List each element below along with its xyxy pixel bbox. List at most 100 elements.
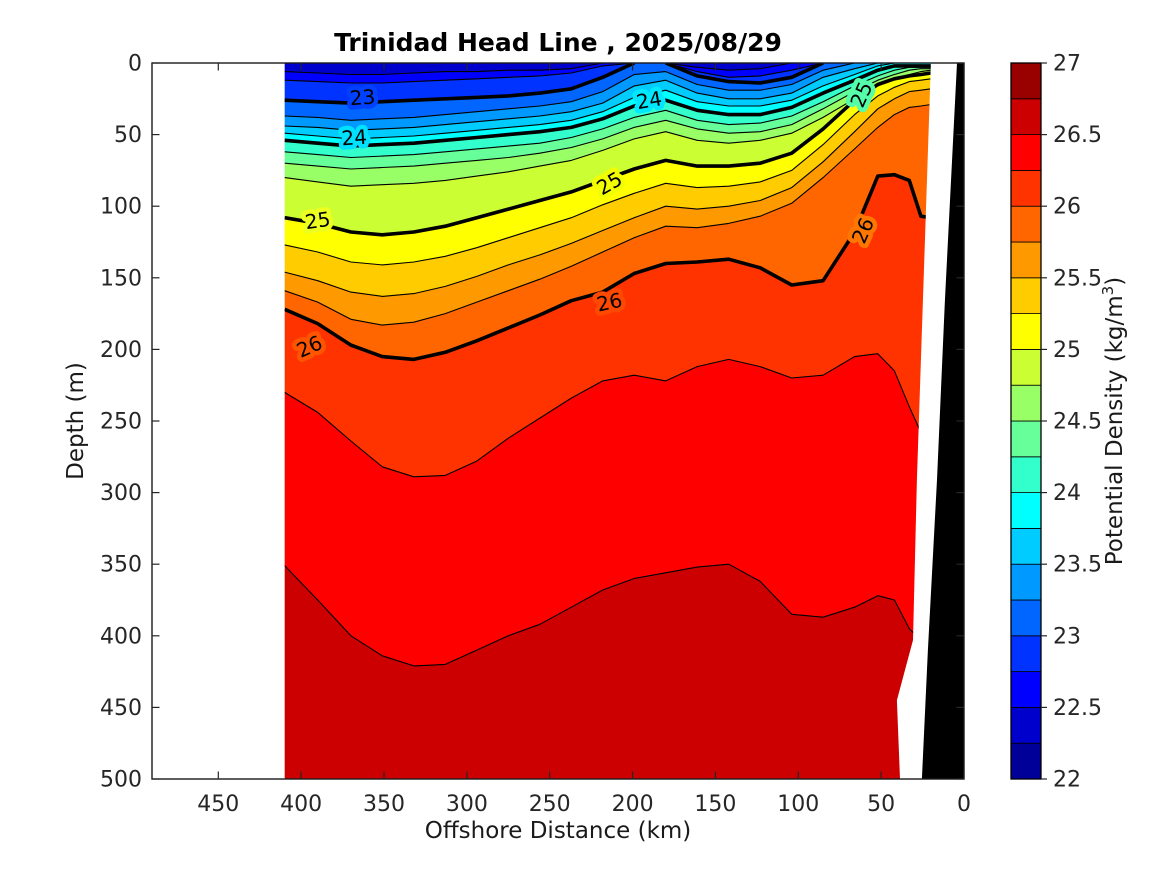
colorbar-cell <box>1010 348 1042 386</box>
contour-band <box>284 63 931 147</box>
y-tick-label: 400 <box>100 624 142 649</box>
y-tick-label: 350 <box>100 553 142 578</box>
contour-line-23 <box>284 63 824 105</box>
x-tick-label: 300 <box>446 792 488 817</box>
colorbar-cell <box>1010 205 1042 243</box>
contour-band <box>284 88 931 326</box>
colorbar-cell <box>1010 707 1042 744</box>
colorbar-title-suffix: ) <box>1102 277 1128 286</box>
colorbar-cell <box>1010 241 1042 279</box>
colorbar-cell <box>1010 420 1042 458</box>
x-tick-label: 200 <box>612 792 654 817</box>
y-tick-label: 150 <box>100 266 142 291</box>
y-tick-label: 100 <box>100 195 142 220</box>
colorbar-tick-label: 23.5 <box>1053 553 1102 578</box>
contour-label: 23 <box>349 85 376 111</box>
contour-band <box>284 70 931 235</box>
colorbar-cell <box>1010 313 1042 350</box>
x-tick-label: 100 <box>777 792 819 817</box>
contour-line-26 <box>284 172 931 362</box>
contour-line-24.5 <box>284 68 931 170</box>
contour-line-25.75 <box>284 103 931 326</box>
x-tick-label: 150 <box>694 792 736 817</box>
x-axis-label: Offshore Distance (km) <box>425 818 692 844</box>
colorbar-tick-label: 27 <box>1053 52 1081 77</box>
colorbar-tick-label: 25 <box>1053 338 1081 363</box>
colorbar-tick-label: 23 <box>1053 624 1081 649</box>
contour-band <box>284 353 931 666</box>
contour-band <box>284 63 931 75</box>
axis-ticks <box>152 62 965 780</box>
y-tick-label: 450 <box>100 696 142 721</box>
contour-line-26.5 <box>284 563 931 667</box>
colorbar-cell <box>1010 62 1042 100</box>
colorbar-cell <box>1010 98 1042 136</box>
contour-band <box>284 73 931 265</box>
colorbar-cell <box>1010 134 1042 171</box>
contour-label: 24 <box>634 86 663 114</box>
contour-line-25.5 <box>284 88 931 297</box>
contour-band <box>284 63 931 131</box>
contour-line-23.25 <box>284 63 855 121</box>
contour-band <box>284 65 931 158</box>
colorbar-cell <box>1010 599 1042 637</box>
colorbar-cell <box>1010 277 1042 314</box>
colorbar-tick-label: 24 <box>1053 481 1081 506</box>
contour-label: 25 <box>303 207 332 234</box>
contour-band <box>284 174 931 477</box>
colorbar-cell <box>1010 384 1042 422</box>
coast-bathymetry-wedge <box>921 63 964 779</box>
y-tick-label: 50 <box>114 123 142 148</box>
colorbar-title-superscript: 3 <box>1099 286 1117 296</box>
contour-band <box>284 68 931 187</box>
x-tick-label: 400 <box>280 792 322 817</box>
colorbar: 22 22.5 23 23.5 24 24.5 25 25.5 26 26.5 27 Potentia… <box>1010 52 1128 793</box>
colorbar-cell <box>1010 742 1042 780</box>
contour-line-23.75 <box>284 63 895 140</box>
x-tick-label: 450 <box>197 792 239 817</box>
colorbar-tick-label: 22.5 <box>1053 696 1102 721</box>
colorbar-tick-label: 24.5 <box>1053 410 1102 435</box>
colorbar-title-prefix: Potential Density (kg/m <box>1102 295 1128 565</box>
colorbar-tick-label: 26 <box>1053 195 1081 220</box>
colorbar-tick-label: 26.5 <box>1053 123 1102 148</box>
y-tick-label: 200 <box>100 338 142 363</box>
contour-band <box>284 564 931 779</box>
y-tick-label: 500 <box>100 768 142 793</box>
y-tick-label: 250 <box>100 410 142 435</box>
plot-title: Trinidad Head Line , 2025/08/29 <box>334 28 782 57</box>
colorbar-title: Potential Density (kg/m3) <box>1099 277 1128 565</box>
y-axis-label: Depth (m) <box>63 362 89 480</box>
contour-band <box>284 63 931 83</box>
x-tick-label: 0 <box>957 792 971 817</box>
colorbar-tick-label: 22 <box>1053 768 1081 793</box>
contour-label: 24 <box>341 125 368 151</box>
colorbar-tick-label: 25.5 <box>1053 266 1102 291</box>
colorbar-cell <box>1010 563 1042 601</box>
contour-band <box>284 104 931 360</box>
contour-band <box>284 78 931 297</box>
x-tick-label: 50 <box>867 792 895 817</box>
contour-band <box>284 63 931 121</box>
contour-line-23.5 <box>284 63 878 131</box>
x-tick-label: 250 <box>529 792 571 817</box>
contour-field <box>284 63 931 779</box>
colorbar-cell <box>1010 671 1042 708</box>
colorbar-cell <box>1010 528 1042 565</box>
y-tick-label: 0 <box>128 52 142 77</box>
colorbar-cell <box>1010 456 1042 493</box>
colorbar-cell <box>1010 169 1042 207</box>
x-tick-label: 350 <box>363 792 405 817</box>
contour-line-26.25 <box>284 353 931 478</box>
y-tick-label: 300 <box>100 481 142 506</box>
contour-line-25 <box>284 71 931 237</box>
contour-band <box>284 63 931 104</box>
colorbar-cell <box>1010 492 1042 529</box>
contour-line-25.25 <box>284 78 931 266</box>
colorbar-cell <box>1010 635 1042 672</box>
contour-line-24.25 <box>284 66 931 159</box>
contour-line-22.75 <box>284 63 824 84</box>
contour-band <box>284 67 931 169</box>
